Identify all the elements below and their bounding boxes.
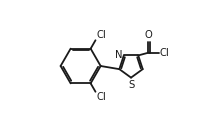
Text: O: O [145, 30, 153, 40]
Text: S: S [128, 80, 134, 90]
Text: Cl: Cl [159, 48, 169, 58]
Text: Cl: Cl [96, 30, 106, 40]
Text: Cl: Cl [96, 92, 106, 102]
Text: N: N [115, 50, 122, 60]
